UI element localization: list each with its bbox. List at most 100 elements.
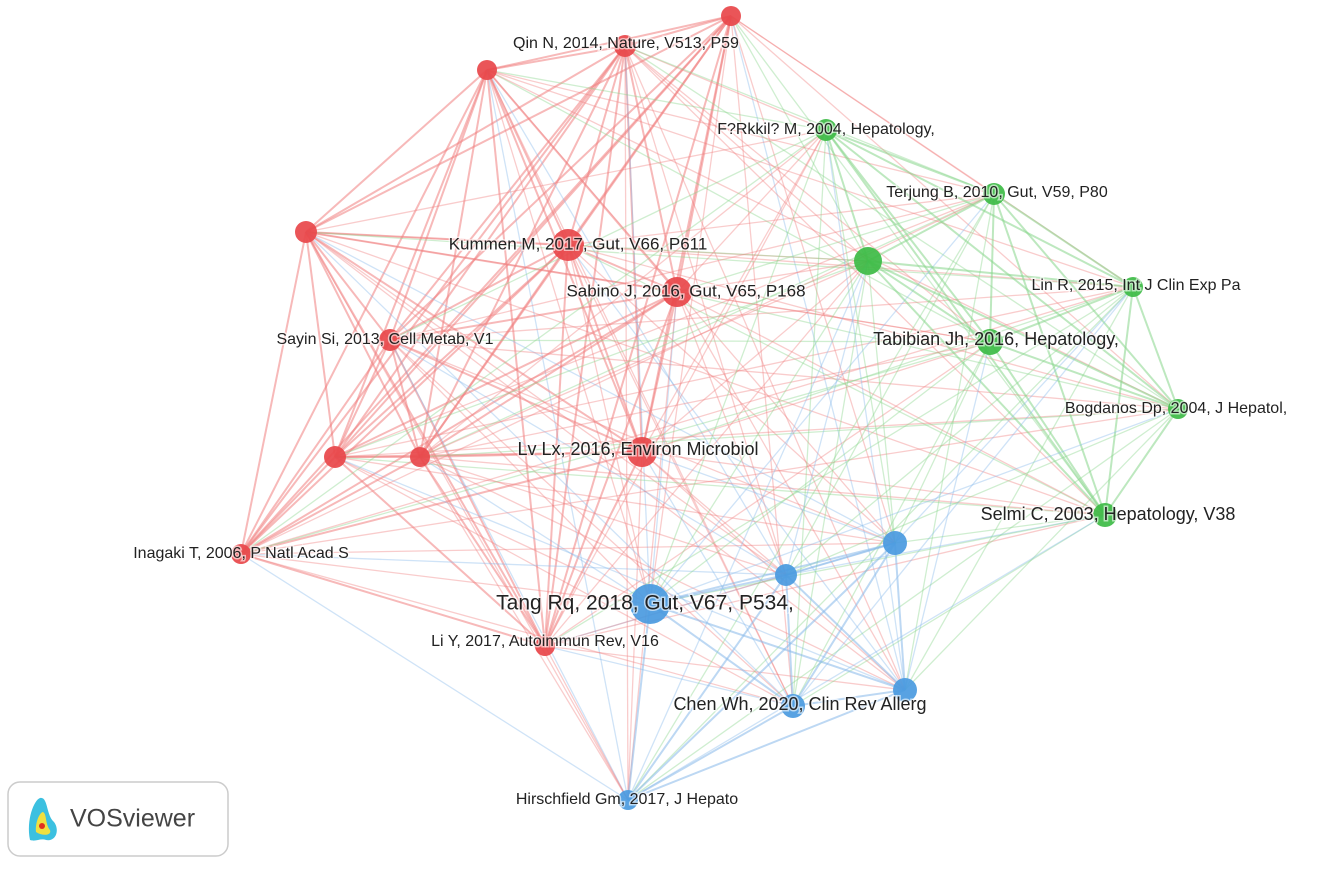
edge xyxy=(305,231,794,707)
edge xyxy=(730,15,906,691)
node xyxy=(1093,503,1117,527)
logo-text: VOSviewer xyxy=(70,805,195,833)
edge xyxy=(486,69,1179,410)
edge xyxy=(544,260,869,647)
edge xyxy=(904,408,1179,691)
edge xyxy=(867,260,896,544)
edge xyxy=(649,574,787,605)
edge xyxy=(785,574,794,707)
edge xyxy=(240,553,651,605)
edge xyxy=(419,291,678,458)
edge xyxy=(641,286,1134,453)
edge xyxy=(641,260,869,453)
edge xyxy=(419,341,991,458)
node xyxy=(618,790,638,810)
edge xyxy=(641,451,1106,516)
edge xyxy=(544,451,643,647)
edge xyxy=(867,193,995,262)
edge xyxy=(544,129,827,647)
edge xyxy=(894,286,1134,544)
edge xyxy=(334,456,906,691)
edge xyxy=(730,15,869,262)
node-label: Sayin Si, 2013, Cell Metab, V1 xyxy=(276,331,493,348)
edge xyxy=(486,45,626,71)
edge xyxy=(544,341,991,647)
edge xyxy=(334,456,1106,516)
edge xyxy=(305,231,391,341)
edge xyxy=(676,260,869,293)
edge xyxy=(486,69,651,605)
edge xyxy=(389,291,678,341)
edge xyxy=(567,244,794,707)
edge xyxy=(989,193,995,343)
edge xyxy=(676,193,995,293)
edge xyxy=(240,45,626,555)
node xyxy=(410,447,430,467)
edge xyxy=(904,286,1134,691)
edge xyxy=(240,339,391,555)
edge xyxy=(305,231,869,262)
nodes xyxy=(231,6,1188,810)
edge xyxy=(240,129,827,555)
edge xyxy=(389,339,629,801)
edge xyxy=(240,69,488,555)
edge xyxy=(825,129,906,691)
node xyxy=(775,564,797,586)
edge xyxy=(627,286,1134,801)
edge xyxy=(567,45,626,246)
node xyxy=(1168,399,1188,419)
edge xyxy=(240,553,794,707)
node xyxy=(662,277,692,307)
edge xyxy=(624,45,991,343)
edge xyxy=(419,456,906,691)
edge xyxy=(676,291,787,576)
edge xyxy=(785,260,869,576)
edge xyxy=(627,705,794,801)
edge xyxy=(676,291,1106,516)
edge xyxy=(544,645,794,707)
edge xyxy=(486,69,678,293)
node xyxy=(324,446,346,468)
edge xyxy=(389,45,626,341)
node xyxy=(721,6,741,26)
edge xyxy=(649,408,1179,605)
edge xyxy=(334,286,1134,458)
edge xyxy=(567,244,1106,516)
node xyxy=(295,221,317,243)
edge xyxy=(867,260,1179,410)
edge xyxy=(419,244,569,458)
edge xyxy=(730,15,896,544)
node xyxy=(630,584,670,624)
edge xyxy=(240,553,546,647)
edge xyxy=(334,69,488,458)
edge xyxy=(792,129,827,707)
edge xyxy=(904,193,995,691)
edge xyxy=(649,291,678,605)
edge xyxy=(334,456,651,605)
edge xyxy=(1132,286,1179,410)
edge xyxy=(305,231,1106,516)
logo-icon-dot xyxy=(39,823,45,829)
node xyxy=(883,531,907,555)
edge xyxy=(624,45,1106,516)
node xyxy=(977,329,1003,355)
edge xyxy=(641,451,906,691)
edge xyxy=(389,339,643,453)
edge xyxy=(544,645,906,691)
edge xyxy=(305,231,678,293)
node xyxy=(1123,277,1143,297)
edge xyxy=(419,69,488,458)
edge xyxy=(305,231,787,576)
edge xyxy=(825,129,995,195)
edge xyxy=(389,286,1134,341)
edge xyxy=(825,129,1134,288)
edge xyxy=(1104,408,1179,516)
edge xyxy=(486,69,827,131)
edge xyxy=(419,456,1106,516)
edge xyxy=(825,129,1179,410)
edge xyxy=(627,193,995,801)
edge xyxy=(544,45,626,647)
edge xyxy=(419,456,546,647)
edge xyxy=(624,45,629,801)
edge xyxy=(305,231,546,647)
